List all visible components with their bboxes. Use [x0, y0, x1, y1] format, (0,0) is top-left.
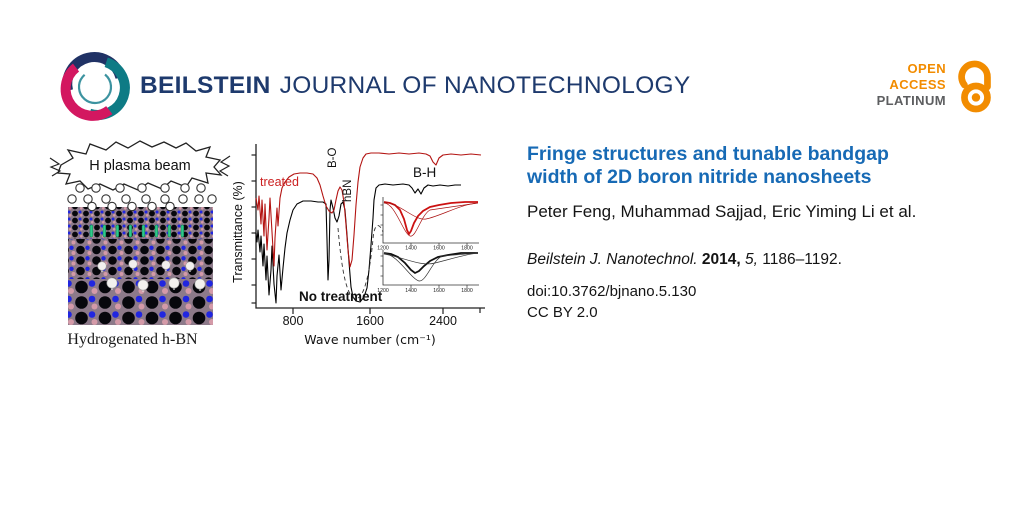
chart-y-ticks	[251, 154, 256, 304]
open-access-line2: ACCESS	[889, 77, 946, 92]
inset-black-main-curve	[383, 252, 478, 275]
treated-label: treated	[260, 175, 299, 189]
chart-y-label: Transmittance (%)	[233, 181, 245, 283]
citation-volume: 5,	[745, 251, 758, 268]
inset-tick-label: 1400	[405, 246, 417, 252]
illustration: H plasma beam	[28, 140, 238, 332]
peak-label-bo: B-O	[327, 148, 339, 169]
inset-black-component	[383, 252, 479, 265]
chart-x-label: Wave number (cm⁻¹)	[304, 332, 435, 347]
inset-tick-label: 1400	[405, 288, 417, 294]
inset-panel-top: 1200 1400 1600 1800	[377, 197, 479, 252]
inset-tick-label: 1800	[461, 288, 473, 294]
no-treatment-label: No treatment	[299, 289, 383, 304]
brand-wordmark: BEILSTEIN JOURNAL OF NANOTECHNOLOGY	[140, 72, 691, 100]
plasma-cloud: H plasma beam	[49, 140, 231, 191]
lattice-image	[68, 201, 213, 325]
inset-red-main-curve	[383, 201, 478, 236]
inset-tick-label: 1600	[433, 288, 445, 294]
chart-x-tick-label: 800	[283, 314, 304, 328]
inset-tick-label: 1800	[461, 246, 473, 252]
peak-label-bh: B-H	[413, 165, 436, 180]
chart-x-ticks	[292, 308, 481, 314]
brand-logo[interactable]	[53, 46, 139, 130]
hydrogen-atom-icons	[97, 259, 206, 292]
inset-tick-label: 1600	[433, 246, 445, 252]
citation-pages: 1186–1192.	[762, 251, 842, 268]
inset-black-component	[383, 252, 479, 282]
beilstein-swirl-icon	[60, 52, 130, 121]
zoom-connector-dashed	[337, 225, 384, 299]
brand-name-rest: JOURNAL OF NANOTECHNOLOGY	[279, 72, 691, 99]
open-access-line1: OPEN	[907, 61, 946, 76]
plasma-spark-right-icon	[218, 155, 231, 177]
article-title[interactable]: Fringe structures and tunable bandgap wi…	[527, 143, 889, 188]
article-citation: Beilstein J. Nanotechnol. 2014, 5, 1186–…	[527, 251, 967, 269]
treated-curve	[255, 152, 482, 268]
inset-red-component	[383, 202, 479, 237]
green-bond-icons	[89, 224, 185, 238]
chart-x-tick-label: 1600	[356, 314, 384, 328]
peak-label-hbn: hBN	[342, 180, 354, 202]
article-license[interactable]: CC BY 2.0	[527, 304, 598, 321]
article-authors: Peter Feng, Muhammad Sajjad, Eric Yiming…	[527, 202, 917, 221]
plasma-label: H plasma beam	[89, 158, 191, 174]
untreated-curve	[255, 183, 461, 304]
brand-name-bold: BEILSTEIN	[140, 72, 271, 99]
lattice-caption: Hydrogenated h-BN	[67, 331, 198, 348]
open-access-text: OPEN ACCESS PLATINUM	[862, 61, 946, 109]
article-doi[interactable]: doi:10.3762/bjnano.5.130	[527, 283, 697, 300]
chart-axes	[255, 144, 485, 309]
citation-year: 2014,	[701, 251, 741, 268]
plasma-atoms	[67, 183, 217, 204]
open-access-badge: OPEN ACCESS PLATINUM	[862, 56, 998, 114]
inset-red-component	[383, 201, 479, 220]
plasma-spark-left-icon	[49, 157, 62, 177]
surface-atoms	[87, 201, 175, 212]
open-access-line3: PLATINUM	[876, 93, 946, 108]
ftir-chart: 800 1600 2400 Wave number (cm⁻¹) Transmi…	[231, 140, 488, 367]
inset-tick-label: 1200	[377, 246, 389, 252]
citation-journal: Beilstein J. Nanotechnol.	[527, 251, 698, 268]
chart-x-tick-label: 2400	[429, 314, 457, 328]
inset-tick-label: 1200	[377, 288, 389, 294]
inset-panel-bottom: 1200 1400 1600 1800	[377, 250, 479, 294]
open-lock-icon	[958, 60, 991, 113]
